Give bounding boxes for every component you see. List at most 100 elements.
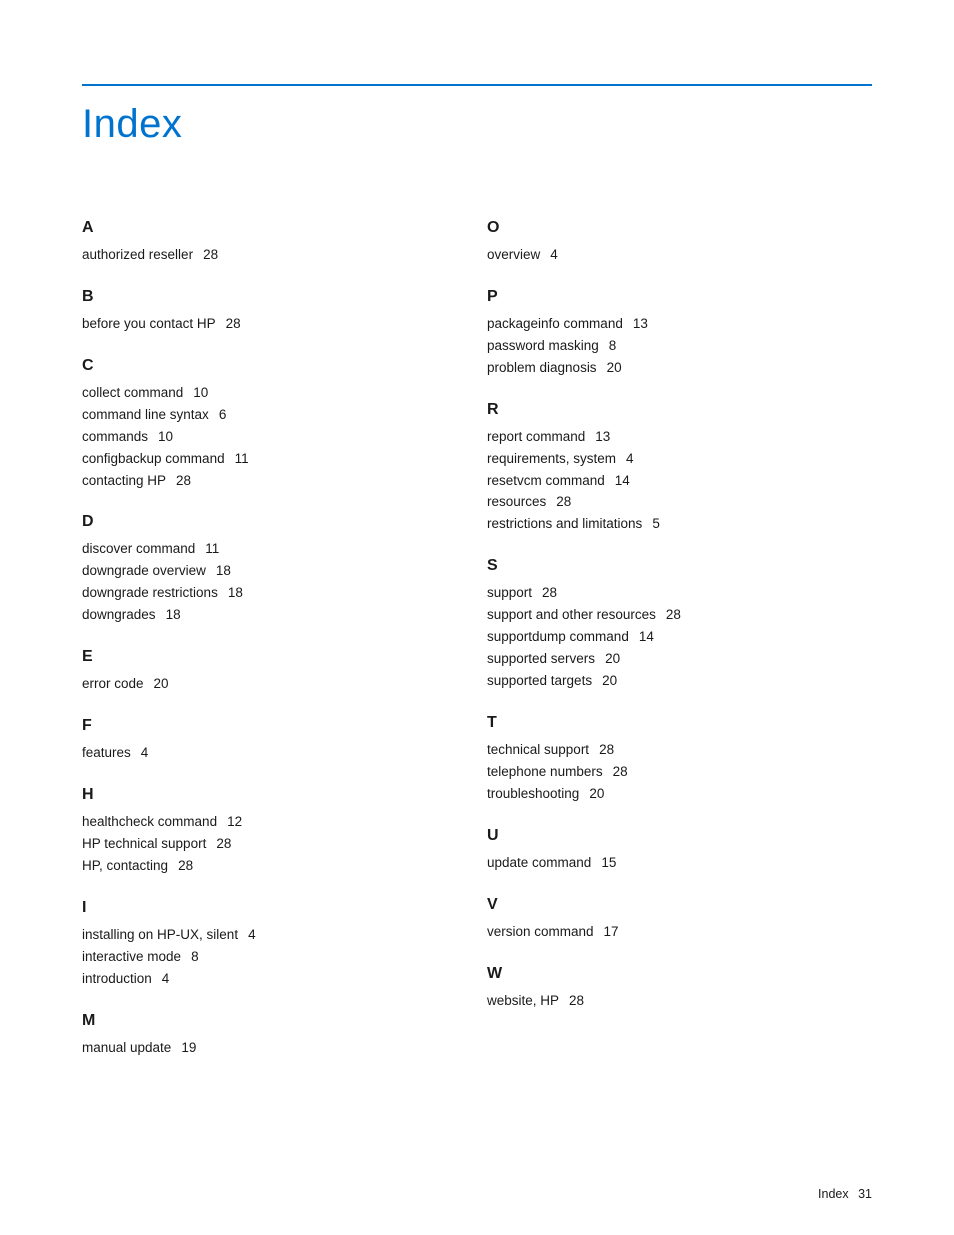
index-columns: Aauthorized reseller28Bbefore you contac…: [82, 219, 872, 1080]
index-term: command line syntax: [82, 407, 209, 422]
index-entry: HP, contacting 28: [82, 856, 467, 877]
index-letter-heading: M: [82, 1012, 467, 1030]
index-letter-heading: T: [487, 714, 872, 732]
index-term: contacting HP: [82, 473, 166, 488]
index-letter-heading: F: [82, 717, 467, 735]
index-entry: supportdump command14: [487, 627, 872, 648]
index-entry: downgrade restrictions18: [82, 583, 467, 604]
index-entry: overview4: [487, 245, 872, 266]
index-term: support: [487, 585, 532, 600]
footer-page-number: 31: [858, 1187, 872, 1201]
index-entry: authorized reseller 28: [82, 245, 467, 266]
index-entry: update command15: [487, 853, 872, 874]
index-page-ref: 20: [605, 651, 620, 666]
index-term: HP technical support: [82, 836, 206, 851]
index-term: HP, contacting: [82, 858, 168, 873]
index-term: troubleshooting: [487, 786, 579, 801]
index-term: interactive mode: [82, 949, 181, 964]
index-term: supported targets: [487, 673, 592, 688]
index-page-ref: 13: [633, 316, 648, 331]
index-page-ref: 11: [235, 451, 249, 466]
index-page-ref: 4: [626, 451, 634, 466]
index-entry: problem diagnosis20: [487, 358, 872, 379]
page-footer: Index 31: [818, 1187, 872, 1201]
index-letter-heading: P: [487, 288, 872, 306]
index-entry: resources 28: [487, 492, 872, 513]
index-term: introduction: [82, 971, 152, 986]
index-entry: HP technical support 28: [82, 834, 467, 855]
index-term: requirements, system: [487, 451, 616, 466]
index-entry: installing on HP-UX, silent4: [82, 925, 467, 946]
index-page-ref: 28: [569, 993, 584, 1008]
index-letter-heading: V: [487, 896, 872, 914]
index-term: error code: [82, 676, 144, 691]
index-entry: requirements, system 4: [487, 449, 872, 470]
index-entry: command line syntax6: [82, 405, 467, 426]
index-term: support and other resources: [487, 607, 656, 622]
index-entry: commands10: [82, 427, 467, 448]
index-term: collect command: [82, 385, 183, 400]
index-term: discover command: [82, 541, 195, 556]
index-group-V: Vversion command17: [487, 896, 872, 943]
index-column-left: Aauthorized reseller28Bbefore you contac…: [82, 219, 467, 1080]
index-letter-heading: B: [82, 288, 467, 306]
index-entry: supported servers 20: [487, 649, 872, 670]
index-page-ref: 20: [589, 786, 604, 801]
index-entry: features 4: [82, 743, 467, 764]
index-page-ref: 4: [162, 971, 170, 986]
index-term: healthcheck command: [82, 814, 217, 829]
index-term: supported servers: [487, 651, 595, 666]
index-group-W: Wwebsite, HP28: [487, 965, 872, 1012]
index-page-ref: 20: [607, 360, 622, 375]
index-entry: interactive mode8: [82, 947, 467, 968]
index-term: features: [82, 745, 131, 760]
index-entry: restrictions and limitations5: [487, 514, 872, 535]
index-term: resetvcm command: [487, 473, 605, 488]
index-entry: support28: [487, 583, 872, 604]
index-page-ref: 4: [141, 745, 149, 760]
index-page-ref: 28: [216, 836, 231, 851]
index-term: packageinfo command: [487, 316, 623, 331]
index-page-ref: 8: [609, 338, 617, 353]
index-term: telephone numbers: [487, 764, 603, 779]
index-entry: telephone numbers 28: [487, 762, 872, 783]
index-entry: supported targets20: [487, 671, 872, 692]
index-page-ref: 11: [205, 541, 219, 556]
index-entry: version command17: [487, 922, 872, 943]
index-term: authorized reseller: [82, 247, 193, 262]
index-page-ref: 28: [178, 858, 193, 873]
index-page-ref: 28: [226, 316, 241, 331]
index-page-ref: 28: [203, 247, 218, 262]
index-group-F: Ffeatures 4: [82, 717, 467, 764]
index-term: configbackup command: [82, 451, 225, 466]
index-page-ref: 18: [216, 563, 231, 578]
index-letter-heading: S: [487, 557, 872, 575]
index-page-ref: 10: [193, 385, 208, 400]
index-page-ref: 28: [176, 473, 191, 488]
index-page-ref: 17: [604, 924, 619, 939]
index-letter-heading: O: [487, 219, 872, 237]
index-group-S: Ssupport28support and other resources28s…: [487, 557, 872, 692]
index-page-ref: 13: [595, 429, 610, 444]
index-page-ref: 18: [166, 607, 181, 622]
index-term: resources: [487, 494, 546, 509]
index-term: website, HP: [487, 993, 559, 1008]
index-term: commands: [82, 429, 148, 444]
index-letter-heading: I: [82, 899, 467, 917]
index-page-ref: 28: [613, 764, 628, 779]
index-term: before you contact HP: [82, 316, 216, 331]
index-group-C: Ccollect command10command line syntax6co…: [82, 357, 467, 492]
index-page-ref: 28: [556, 494, 571, 509]
index-page-ref: 19: [181, 1040, 196, 1055]
top-rule: [82, 84, 872, 86]
index-term: downgrades: [82, 607, 156, 622]
index-term: technical support: [487, 742, 589, 757]
index-group-P: Ppackageinfo command13password masking8p…: [487, 288, 872, 379]
index-group-T: Ttechnical support28telephone numbers28t…: [487, 714, 872, 805]
index-page-ref: 12: [227, 814, 242, 829]
index-letter-heading: R: [487, 401, 872, 419]
index-group-I: Iinstalling on HP-UX, silent4interactive…: [82, 899, 467, 990]
index-entry: introduction 4: [82, 969, 467, 990]
index-term: supportdump command: [487, 629, 629, 644]
index-page-ref: 28: [599, 742, 614, 757]
